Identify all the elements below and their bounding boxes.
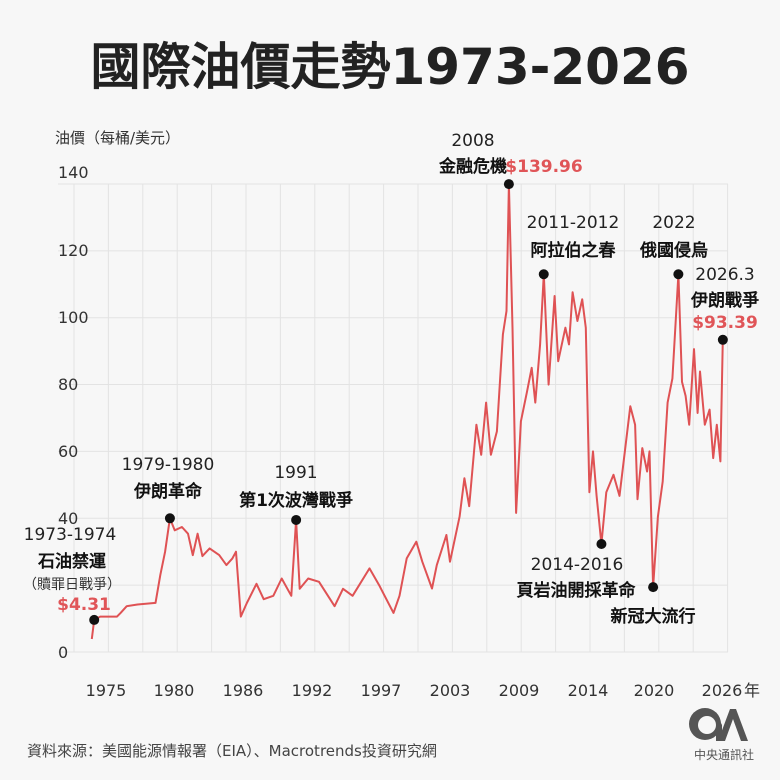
annotation-dot (673, 269, 684, 280)
annotation-sub: （贖罪日戰爭） (23, 577, 121, 593)
annotation-event: 金融危機 (438, 156, 507, 177)
y-axis-label: 油價（每桶/美元） (55, 129, 180, 147)
annotation-year: 1973-1974 (24, 525, 117, 545)
annotation-1991: 1991 第1次波灣戰爭 (239, 463, 353, 511)
annotation-year: 1979-1980 (122, 455, 215, 475)
annotation-2026: 2026.3 伊朗戰爭 $93.39 (690, 265, 759, 333)
annotation-price: $93.39 (692, 313, 758, 333)
x-tick-1986: 1986 (223, 681, 264, 700)
annotation-dot (717, 334, 728, 345)
y-tick-40: 40 (58, 509, 78, 528)
annotation-1973: 1973-1974 石油禁運 （贖罪日戰爭） $4.31 (23, 525, 121, 615)
annotation-year: 2008 (451, 131, 494, 151)
y-tick-120: 120 (58, 241, 89, 260)
annotation-year: 2026.3 (695, 265, 754, 285)
annotation-year: 1991 (274, 463, 317, 483)
annotation-event: 頁岩油開採革命 (517, 580, 637, 601)
annotation-2020: 新冠大流行 (611, 606, 696, 627)
annotation-dot (291, 514, 302, 525)
x-tick-1980: 1980 (154, 681, 195, 700)
x-tick-2020: 2020 (634, 681, 675, 700)
annotation-2008: 2008 金融危機 $139.96 (438, 131, 583, 177)
annotation-event: 伊朗革命 (133, 481, 203, 502)
y-tick-60: 60 (58, 442, 78, 461)
y-tick-80: 80 (58, 375, 78, 394)
annotation-1979: 1979-1980 伊朗革命 (122, 455, 215, 502)
annotation-2011: 2011-2012 阿拉伯之春 (527, 213, 620, 261)
annotation-dot (648, 582, 659, 593)
annotation-event: 第1次波灣戰爭 (239, 490, 353, 511)
y-tick-0: 0 (58, 643, 68, 662)
annotation-dot (596, 539, 607, 550)
annotation-event: 石油禁運 (37, 551, 106, 572)
annotation-dot (164, 513, 175, 524)
logo-name: 中央通訊社 (694, 747, 754, 762)
annotation-2022: 2022 俄國侵烏 (639, 213, 708, 261)
x-unit-label: 年 (744, 681, 760, 700)
y-tick-140: 140 (58, 163, 89, 182)
annotation-event: 俄國侵烏 (639, 240, 708, 261)
annotation-event: 阿拉伯之春 (531, 240, 616, 261)
annotation-dot (538, 269, 549, 280)
annotation-price: $139.96 (505, 157, 582, 177)
source-note: 資料來源：美國能源情報署（EIA）、Macrotrends投資研究網 (27, 742, 437, 760)
x-tick-labels: 1975 1980 1986 1992 1997 2003 2009 2014 … (86, 681, 760, 700)
x-tick-2026: 2026 (702, 681, 743, 700)
y-tick-labels: 0 40 60 80 100 120 140 (58, 163, 89, 662)
annotations: 1973-1974 石油禁運 （贖罪日戰爭） $4.31 1979-1980 伊… (23, 131, 759, 627)
gridlines (58, 183, 729, 653)
x-tick-1997: 1997 (361, 681, 402, 700)
annotation-dot (503, 179, 514, 190)
y-tick-100: 100 (58, 308, 89, 327)
annotation-year: 2014-2016 (531, 555, 624, 575)
x-tick-1975: 1975 (86, 681, 127, 700)
cna-logo: 中央通訊社 (689, 708, 754, 762)
annotation-year: 2022 (652, 213, 695, 233)
annotation-event: 新冠大流行 (611, 606, 696, 627)
annotation-event: 伊朗戰爭 (690, 290, 759, 311)
page-title: 國際油價走勢1973-2026 (90, 38, 689, 96)
annotation-year: 2011-2012 (527, 213, 620, 233)
oil-price-line (90, 183, 724, 640)
x-tick-1992: 1992 (292, 681, 333, 700)
x-tick-2014: 2014 (568, 681, 609, 700)
x-tick-2003: 2003 (430, 681, 471, 700)
x-tick-2009: 2009 (499, 681, 540, 700)
annotation-price: $4.31 (57, 595, 111, 615)
annotation-dots (89, 179, 728, 625)
annotation-dot (89, 614, 100, 625)
annotation-2014: 2014-2016 頁岩油開採革命 (517, 555, 637, 601)
